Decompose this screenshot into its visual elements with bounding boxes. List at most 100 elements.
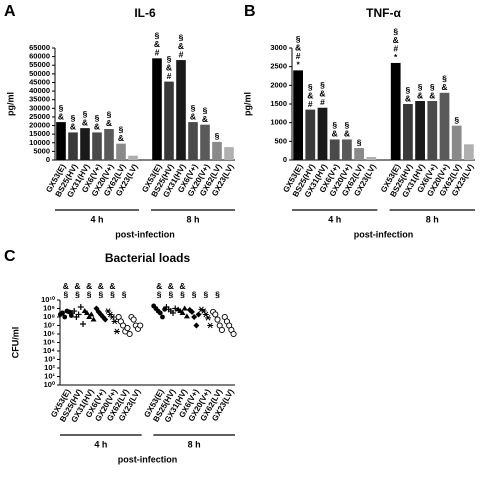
bar <box>212 141 222 160</box>
bar <box>354 148 364 160</box>
bar <box>92 132 102 160</box>
group-label: 4 h <box>328 214 341 224</box>
annotation: § <box>191 103 196 113</box>
bar <box>152 58 162 160</box>
annotation: & <box>190 111 196 121</box>
annotation: # <box>308 99 313 109</box>
annotation: & <box>156 281 162 291</box>
annotation: § <box>192 289 197 299</box>
y-tick-label: 65000 <box>29 43 50 52</box>
bar <box>464 144 474 160</box>
point <box>170 309 177 316</box>
bar <box>56 122 66 160</box>
annotation: & <box>344 129 350 139</box>
annotation: & <box>58 111 64 121</box>
y-tick-label: 30000 <box>29 103 50 112</box>
annotation: § <box>83 109 88 119</box>
y-tick-label: 500 <box>274 136 287 145</box>
bar <box>104 128 114 160</box>
annotation: & <box>168 281 174 291</box>
y-tick-label: 2000 <box>270 80 287 89</box>
panel-letter: B <box>244 3 256 20</box>
annotation: § <box>418 82 423 92</box>
annotation: § <box>122 289 127 299</box>
annotation: § <box>442 74 447 84</box>
annotation: § <box>203 289 208 299</box>
point <box>86 314 93 319</box>
annotation: & <box>417 90 423 100</box>
point <box>157 310 163 316</box>
annotation: § <box>180 289 185 299</box>
annotation: § <box>167 54 172 64</box>
point <box>214 316 221 323</box>
annotation: & <box>319 88 325 98</box>
chart-title: Bacterial loads <box>105 251 191 265</box>
point <box>75 311 82 318</box>
bar <box>366 157 377 160</box>
annotation: § <box>155 31 160 41</box>
y-tick-label: 25000 <box>29 112 50 121</box>
annotation: & <box>441 82 447 92</box>
annotation: § <box>332 120 337 130</box>
x-axis-label: post-infection <box>115 229 175 239</box>
y-tick-label: 40000 <box>29 86 50 95</box>
point <box>83 309 90 315</box>
y-tick-label: 50000 <box>29 69 50 78</box>
y-tick-label: 10⁷ <box>44 320 55 329</box>
annotation: & <box>429 90 435 100</box>
point <box>205 315 212 321</box>
bar <box>116 143 126 160</box>
chart-title: IL-6 <box>134 6 156 20</box>
annotation: & <box>154 39 160 49</box>
bar <box>427 101 438 160</box>
y-tick-label: 10⁸ <box>43 312 55 321</box>
annotation: # <box>155 48 160 58</box>
point <box>77 304 84 311</box>
annotation: § <box>393 27 398 37</box>
annotation: § <box>179 32 184 42</box>
y-tick-label: 35000 <box>29 95 50 104</box>
point <box>120 322 127 329</box>
y-axis-label: CFU/ml <box>10 327 20 359</box>
bar <box>317 107 328 160</box>
y-tick-label: 2500 <box>270 62 287 71</box>
annotation: § <box>63 289 68 299</box>
y-tick-label: 10⁶ <box>43 329 55 338</box>
y-tick-label: 10⁴ <box>43 346 55 355</box>
group-label: 8 h <box>186 214 199 224</box>
point <box>68 313 74 318</box>
annotation: # <box>296 51 301 61</box>
y-tick-label: 1000 <box>270 118 287 127</box>
bar <box>390 62 401 160</box>
point <box>188 308 195 315</box>
point <box>181 305 188 311</box>
annotation: § <box>98 289 103 299</box>
annotation: # <box>167 71 172 81</box>
x-axis-label: post-infection <box>354 229 414 239</box>
annotation: # <box>179 49 184 59</box>
y-tick-label: 10000 <box>29 138 50 147</box>
annotation: § <box>110 289 115 299</box>
y-tick-label: 10¹⁰ <box>41 295 56 304</box>
y-tick-label: 5000 <box>33 146 50 155</box>
bar <box>451 125 462 160</box>
y-tick-label: 60000 <box>29 52 50 61</box>
annotation: * <box>394 52 398 62</box>
bar <box>293 70 303 160</box>
y-axis-label: pg/ml <box>5 92 15 116</box>
y-tick-label: 10² <box>44 363 55 372</box>
y-tick-label: 45000 <box>29 77 50 86</box>
point <box>212 311 219 318</box>
bar <box>342 139 352 160</box>
group-label: 4 h <box>90 214 103 224</box>
annotation: § <box>87 289 92 299</box>
annotation: § <box>320 80 325 90</box>
y-tick-label: 10¹ <box>44 371 55 380</box>
point <box>137 322 144 329</box>
y-tick-label: 15000 <box>29 129 50 138</box>
bar <box>224 147 234 160</box>
point <box>90 316 97 322</box>
point <box>105 308 112 314</box>
point <box>179 309 186 315</box>
